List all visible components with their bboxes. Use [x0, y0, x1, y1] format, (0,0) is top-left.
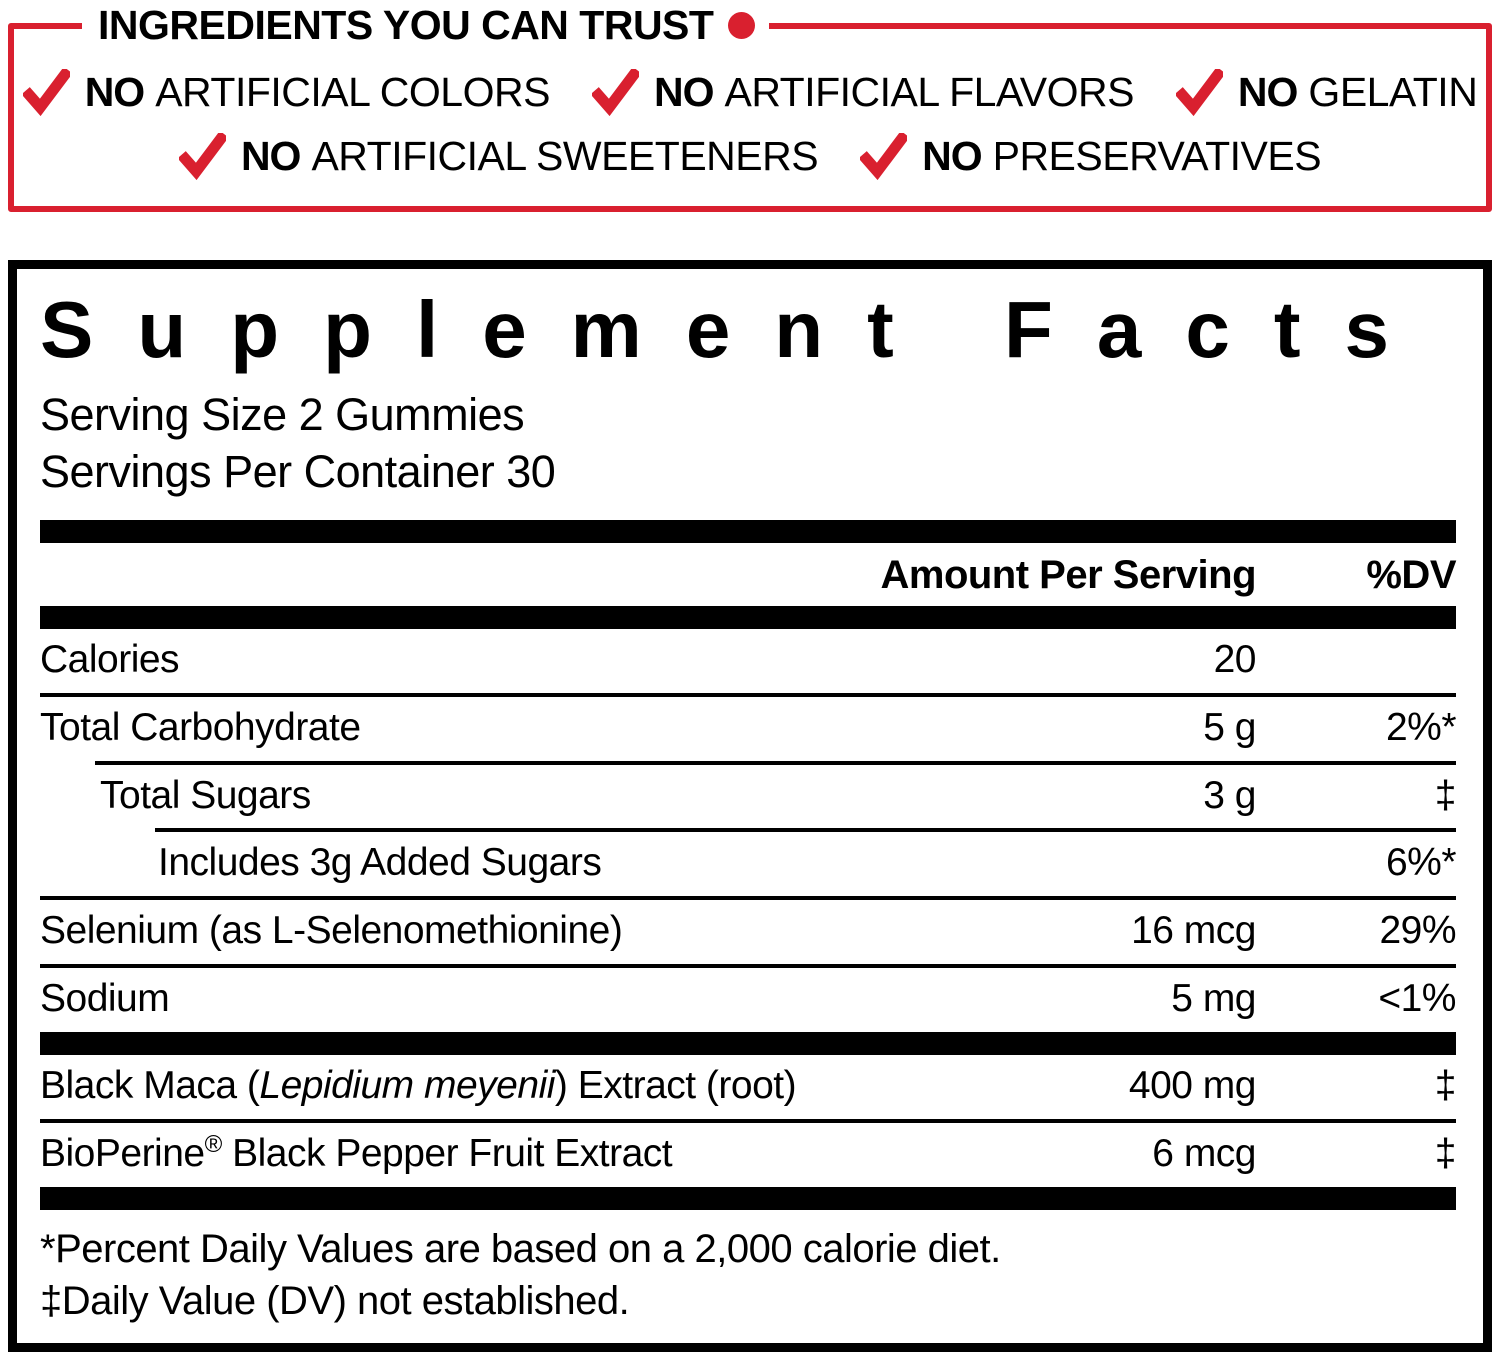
- nutrient-dv: <1%: [1378, 977, 1456, 1021]
- table-header-row: Amount Per Serving %DV: [40, 543, 1456, 606]
- checkmark-icon: [178, 133, 226, 181]
- table-row-total-carbohydrate: Total Carbohydrate 5 g 2%*: [40, 697, 1457, 761]
- servings-per-container: Servings Per Container 30: [40, 445, 556, 497]
- label-text: Black Pepper Fruit Extract: [221, 1131, 673, 1175]
- nutrient-label: Black Maca (Lepidium meyenii) Extract (r…: [40, 1064, 1129, 1109]
- nutrient-label: Calories: [40, 637, 180, 681]
- dv-column-header: %DV: [1366, 552, 1456, 597]
- nutrient-dv: 2%*: [1385, 705, 1457, 749]
- hairline-divider: [40, 964, 1456, 969]
- panel-title: Supplement Facts: [40, 285, 1434, 375]
- nutrient-label: BioPerine® Black Pepper Fruit Extract: [40, 1132, 1152, 1177]
- checkmark-icon: [860, 133, 908, 181]
- table-row-sodium: Sodium 5 mg <1%: [40, 968, 1457, 1032]
- claim-no-gelatin: NO GELATIN: [1175, 69, 1478, 117]
- table-row-selenium: Selenium (as L-Selenomethionine) 16 mcg …: [40, 900, 1457, 964]
- nutrient-label: Selenium (as L-Selenomethionine): [40, 909, 623, 953]
- red-dot-bullet: [728, 12, 756, 40]
- checkmark-icon: [591, 69, 639, 117]
- nutrient-amount: 20: [1213, 637, 1257, 681]
- claim-text: ARTIFICIAL COLORS: [155, 69, 550, 115]
- trust-box-title: INGREDIENTS YOU CAN TRUST: [82, 2, 770, 49]
- footnote-daily-values: *Percent Daily Values are based on a 2,0…: [40, 1226, 1001, 1271]
- nutrient-amount: 5 g: [1203, 705, 1256, 749]
- registered-trademark-symbol: ®: [204, 1130, 223, 1158]
- serving-info: Serving Size 2 Gummies Servings Per Cont…: [40, 386, 1456, 500]
- footnotes: *Percent Daily Values are based on a 2,0…: [40, 1223, 1456, 1327]
- footnote-dv-not-established: ‡Daily Value (DV) not established.: [40, 1278, 630, 1323]
- table-row-added-sugars: Includes 3g Added Sugars 6%*: [40, 832, 1457, 896]
- claim-emphasis: NO: [84, 69, 145, 115]
- claims-row-2: NO ARTIFICIAL SWEETENERS NO PRESERVATIVE…: [32, 133, 1468, 181]
- nutrient-amount: 400 mg: [1128, 1064, 1257, 1108]
- trust-callout-box: INGREDIENTS YOU CAN TRUST NO ARTIFICIAL …: [8, 2, 1492, 213]
- nutrient-dv: ‡: [1434, 1131, 1457, 1175]
- hairline-divider-indented: [155, 828, 1456, 833]
- hairline-divider: [40, 692, 1456, 697]
- claim-emphasis: NO: [653, 69, 714, 115]
- nutrient-label: Total Carbohydrate: [40, 705, 361, 749]
- thick-divider-bar: [40, 605, 1456, 629]
- claim-emphasis: NO: [240, 133, 301, 180]
- nutrient-dv: 29%: [1379, 909, 1456, 953]
- trust-box-title-text: INGREDIENTS YOU CAN TRUST: [98, 2, 714, 48]
- nutrient-amount: 6 mcg: [1152, 1131, 1256, 1175]
- checkmark-icon: [1175, 69, 1223, 117]
- label-botanical-name: Lepidium meyenii: [259, 1064, 555, 1108]
- label-text: Black Maca (: [40, 1064, 260, 1108]
- supplement-facts-panel: Supplement Facts Serving Size 2 Gummies …: [8, 260, 1492, 1352]
- claims-row-1: NO ARTIFICIAL COLORS NO ARTIFICIAL FLAVO…: [22, 69, 1478, 117]
- claim-emphasis: NO: [1237, 69, 1298, 115]
- table-row-bioperine: BioPerine® Black Pepper Fruit Extract 6 …: [40, 1123, 1457, 1187]
- nutrient-label: Sodium: [40, 977, 170, 1021]
- label-text: BioPerine: [40, 1131, 205, 1175]
- claim-emphasis: NO: [922, 133, 982, 180]
- table-row-calories: Calories 20: [40, 629, 1456, 693]
- nutrient-dv: ‡: [1434, 1064, 1457, 1108]
- nutrient-amount: 3 g: [1203, 773, 1256, 817]
- serving-size: Serving Size 2 Gummies: [40, 388, 525, 440]
- hairline-divider: [40, 896, 1456, 901]
- claim-text: GELATIN: [1308, 69, 1478, 115]
- claim-no-preservatives: NO PRESERVATIVES: [860, 133, 1322, 181]
- nutrient-label: Total Sugars: [100, 773, 311, 817]
- hairline-divider-indented: [95, 760, 1456, 765]
- claim-text: ARTIFICIAL FLAVORS: [724, 69, 1134, 115]
- claim-no-artificial-colors: NO ARTIFICIAL COLORS: [22, 69, 550, 117]
- label-text: ) Extract (root): [554, 1064, 797, 1108]
- nutrient-label: Includes 3g Added Sugars: [158, 841, 602, 885]
- thick-divider-bar: [40, 1186, 1456, 1210]
- nutrient-dv: ‡: [1434, 773, 1457, 817]
- claim-no-artificial-sweeteners: NO ARTIFICIAL SWEETENERS: [178, 133, 819, 181]
- nutrient-amount: 16 mcg: [1131, 909, 1256, 953]
- table-row-black-maca: Black Maca (Lepidium meyenii) Extract (r…: [40, 1055, 1457, 1119]
- claim-text: PRESERVATIVES: [992, 133, 1322, 180]
- checkmark-icon: [22, 69, 70, 117]
- nutrient-amount: 5 mg: [1171, 977, 1256, 1021]
- table-row-total-sugars: Total Sugars 3 g ‡: [40, 765, 1457, 829]
- thick-divider-bar: [40, 1032, 1456, 1056]
- claim-no-artificial-flavors: NO ARTIFICIAL FLAVORS: [591, 69, 1134, 117]
- amount-column-header: Amount Per Serving: [880, 552, 1256, 597]
- nutrient-dv: 6%*: [1385, 841, 1457, 885]
- hairline-divider: [40, 1118, 1456, 1123]
- claim-text: ARTIFICIAL SWEETENERS: [311, 133, 819, 180]
- thick-divider-bar: [40, 519, 1456, 543]
